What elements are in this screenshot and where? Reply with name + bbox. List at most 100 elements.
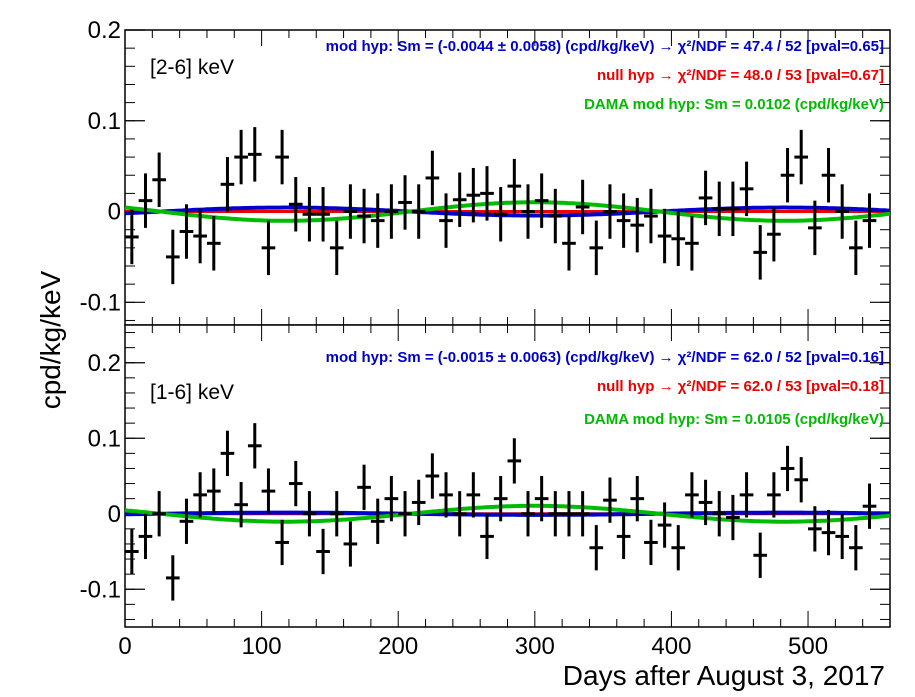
data-point — [398, 491, 412, 537]
bottom-panel-points — [125, 423, 877, 601]
data-point — [179, 498, 194, 544]
data-point — [753, 532, 768, 578]
data-point — [534, 476, 549, 522]
data-point — [493, 476, 508, 522]
top-legend-mod: mod hyp: Sm = (-0.0044 ± 0.0058) (cpd/kg… — [326, 38, 884, 55]
y-tick-label: 0.1 — [88, 108, 121, 135]
dama-curve — [124, 503, 891, 524]
data-point — [603, 477, 617, 523]
data-point — [548, 491, 563, 537]
data-point — [616, 513, 631, 560]
data-point — [193, 472, 207, 518]
data-point — [247, 423, 262, 469]
data-point — [343, 184, 358, 239]
data-point — [671, 211, 686, 266]
data-point — [521, 184, 535, 239]
top-panel-frame — [124, 29, 891, 326]
data-point — [589, 525, 604, 571]
data-point — [316, 528, 330, 575]
data-point — [275, 129, 289, 185]
data-point — [794, 129, 809, 185]
data-point — [425, 150, 440, 206]
data-point — [343, 521, 358, 567]
data-point — [452, 491, 467, 537]
bottom-panel-fits — [124, 503, 891, 524]
data-point — [657, 502, 672, 548]
data-point — [657, 208, 672, 264]
data-point — [575, 179, 590, 235]
data-point — [780, 445, 795, 492]
data-point — [370, 193, 385, 248]
data-point — [316, 187, 330, 242]
data-point — [370, 498, 385, 544]
y-tick-label: 0.2 — [88, 17, 121, 44]
bottom-legend-null: null hyp → χ²/NDF = 62.0 / 53 [pval=0.18… — [597, 378, 884, 395]
y-tick-label: 0 — [108, 501, 121, 528]
mod-fit-curve — [125, 510, 891, 517]
x-tick-label: 0 — [118, 633, 131, 660]
data-point — [493, 187, 508, 242]
data-point — [220, 157, 235, 212]
y-tick-label: -0.1 — [80, 576, 121, 603]
x-tick-label: 500 — [788, 633, 828, 660]
data-point — [357, 464, 371, 510]
y-axis-title: cpd/kg/keV — [35, 270, 66, 409]
data-point — [835, 513, 850, 560]
data-point — [821, 148, 836, 203]
top-legend-null: null hyp → χ²/NDF = 48.0 / 53 [pval=0.67… — [597, 67, 884, 84]
x-tick-label: 300 — [515, 633, 555, 660]
data-point — [206, 468, 221, 514]
y-tick-label: 0 — [108, 199, 121, 226]
data-point — [234, 129, 248, 185]
y-tick-label: 0.2 — [88, 350, 121, 377]
data-point — [261, 220, 276, 276]
data-point — [808, 506, 822, 552]
y-tick-label: -0.1 — [80, 289, 121, 316]
data-point — [288, 460, 303, 507]
data-point — [726, 181, 740, 237]
data-point — [630, 476, 645, 522]
data-point — [821, 509, 836, 556]
top-legend-dama: DAMA mod hyp: Sm = 0.0102 (cpd/kg/keV) — [584, 96, 884, 113]
data-point — [521, 491, 535, 537]
x-tick-label: 200 — [378, 633, 418, 660]
data-point — [603, 184, 617, 239]
y-tick-label: 0.1 — [88, 425, 121, 452]
data-point — [425, 453, 440, 499]
data-point — [685, 472, 699, 518]
data-point — [384, 476, 399, 522]
data-point — [630, 197, 645, 253]
data-point — [712, 491, 727, 537]
data-point — [548, 188, 563, 244]
data-point — [767, 207, 781, 262]
data-point — [247, 127, 262, 182]
data-point — [452, 172, 467, 227]
data-point — [411, 479, 426, 526]
data-point — [165, 229, 180, 285]
data-point — [138, 173, 153, 228]
data-point — [480, 513, 494, 560]
data-point — [698, 479, 713, 526]
bottom-panel-frame — [124, 324, 891, 628]
data-point — [589, 220, 604, 276]
data-point — [849, 220, 863, 276]
dama-curve — [124, 200, 891, 223]
data-point — [808, 200, 822, 256]
bottom-legend-dama: DAMA mod hyp: Sm = 0.0105 (cpd/kg/keV) — [584, 411, 884, 428]
data-point — [685, 216, 699, 271]
data-point — [411, 184, 426, 239]
data-point — [138, 513, 153, 560]
data-point — [644, 519, 658, 566]
x-tick-label: 100 — [242, 633, 282, 660]
data-point — [275, 519, 289, 566]
data-point — [767, 472, 781, 518]
data-point — [849, 525, 863, 571]
data-point — [329, 220, 344, 276]
data-point — [234, 482, 248, 528]
data-point — [726, 494, 740, 541]
data-point — [398, 175, 412, 230]
data-point — [466, 167, 481, 223]
data-point — [507, 158, 522, 214]
data-point — [780, 148, 795, 203]
